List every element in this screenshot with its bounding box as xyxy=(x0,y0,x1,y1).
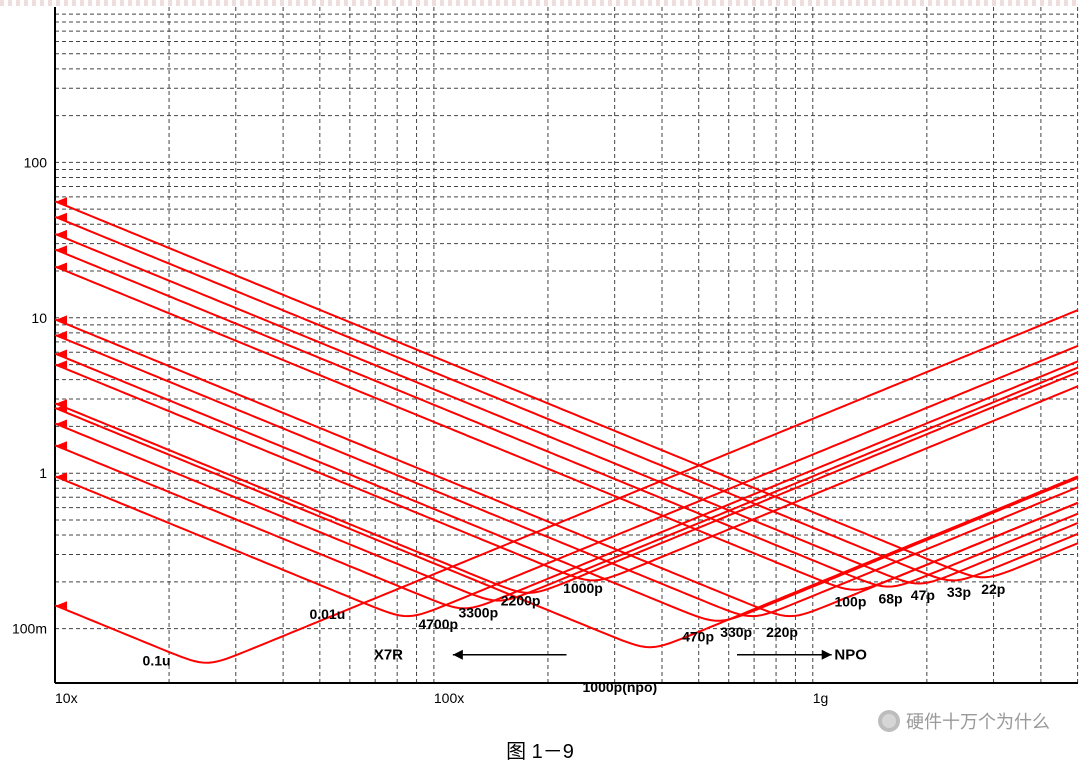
label-330p: 330p xyxy=(720,624,752,640)
label-0.1u: 0.1u xyxy=(143,652,171,668)
label-22p: 22p xyxy=(981,581,1005,597)
label-100p: 100p xyxy=(834,593,866,609)
label-220p: 220p xyxy=(766,624,798,640)
label-2200p: 2200p xyxy=(501,593,541,609)
svg-text:100: 100 xyxy=(24,154,48,170)
label-1000p: 1000p xyxy=(563,580,603,596)
figure-caption: 图 1－9 xyxy=(0,735,1080,764)
watermark-text: 硬件十万个为什么 xyxy=(906,708,1050,734)
label-68p: 68p xyxy=(878,590,902,606)
label-x7r: X7R xyxy=(374,647,403,664)
svg-text:10x: 10x xyxy=(55,690,78,706)
svg-text:1g: 1g xyxy=(813,690,829,706)
label-4700p: 4700p xyxy=(418,616,458,632)
label-33p: 33p xyxy=(947,584,971,600)
wechat-icon xyxy=(878,710,900,732)
svg-text:1: 1 xyxy=(39,465,47,481)
label-47p: 47p xyxy=(911,587,935,603)
impedance-chart: 100m 1 10 100 10x 100x 1g 22p 33p 47p 68p 100p 220p 3… xyxy=(0,3,1080,713)
label-3300p: 3300p xyxy=(458,604,498,620)
svg-text:10: 10 xyxy=(31,310,47,326)
label-0.01u: 0.01u xyxy=(309,606,345,622)
svg-text:100m: 100m xyxy=(12,621,47,637)
watermark: 硬件十万个为什么 xyxy=(878,708,1050,734)
label-470p: 470p xyxy=(682,629,714,645)
svg-text:100x: 100x xyxy=(434,690,464,706)
label-npo: NPO xyxy=(834,647,867,664)
label-1000p_npo: 1000p(npo) xyxy=(583,679,658,695)
